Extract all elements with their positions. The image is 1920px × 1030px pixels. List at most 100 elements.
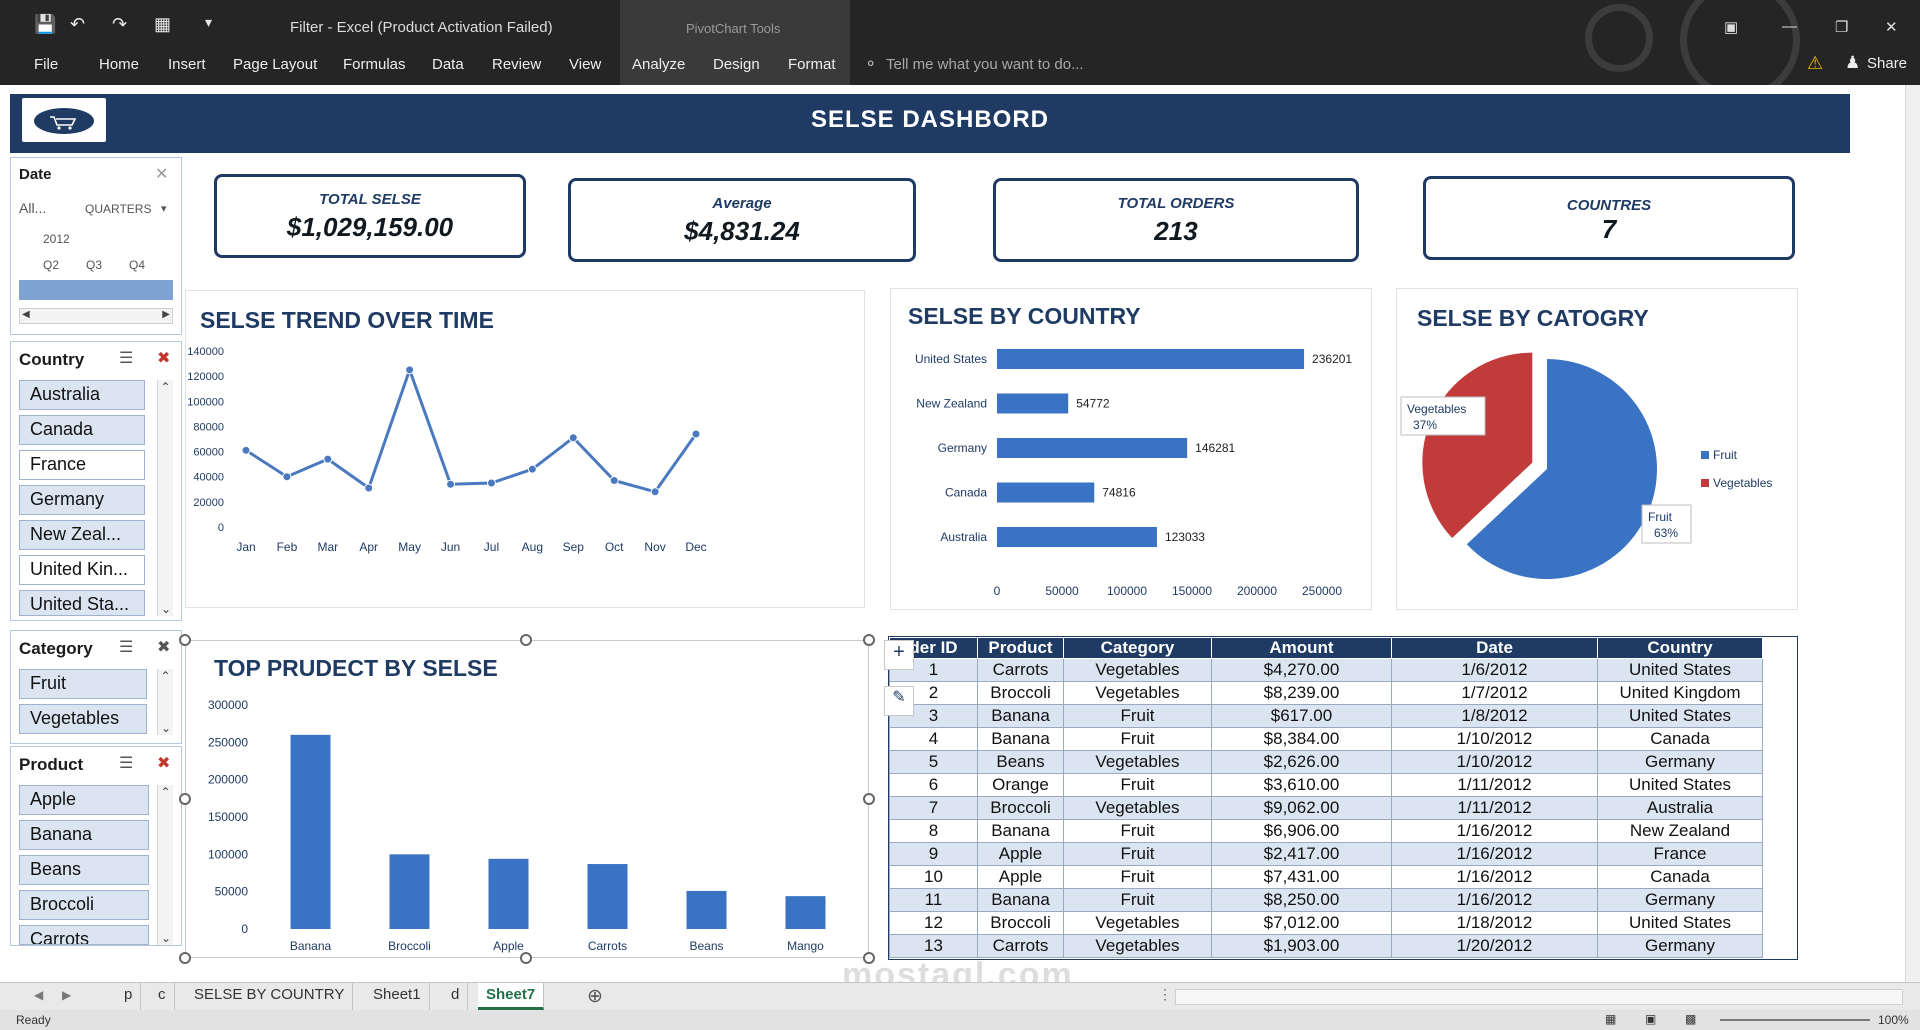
table-cell[interactable]: Vegetables: [1063, 911, 1212, 935]
resize-handle[interactable]: [520, 952, 532, 964]
table-row[interactable]: 4 Banana Fruit $8,384.00 1/10/2012 Canada: [889, 727, 1763, 751]
table-cell[interactable]: $7,012.00: [1211, 911, 1392, 935]
table-cell[interactable]: 1/16/2012: [1391, 842, 1598, 866]
table-row[interactable]: 1 Carrots Vegetables $4,270.00 1/6/2012 Unite…: [889, 658, 1763, 682]
table-cell[interactable]: $3,610.00: [1211, 773, 1392, 797]
zoom-level[interactable]: 100%: [1878, 1013, 1909, 1027]
sheet-tab-selse-by-country[interactable]: SELSE BY COUNTRY: [186, 983, 354, 1010]
sheet-tab-p[interactable]: p: [116, 983, 142, 1010]
menu-data[interactable]: Data: [432, 56, 464, 73]
slicer-item-vegetables[interactable]: Vegetables: [19, 704, 147, 734]
table-cell[interactable]: 8: [889, 819, 978, 843]
slicer-scrollbar[interactable]: ⌃ ⌄: [157, 380, 173, 616]
slicer-item-beans[interactable]: Beans: [19, 855, 149, 885]
clear-filter-icon[interactable]: ✕: [155, 166, 169, 183]
table-cell[interactable]: 10: [889, 865, 978, 889]
table-row[interactable]: 11 Banana Fruit $8,250.00 1/16/2012 Germany: [889, 888, 1763, 912]
table-cell[interactable]: 9: [889, 842, 978, 866]
table-cell[interactable]: France: [1597, 842, 1763, 866]
table-row[interactable]: 8 Banana Fruit $6,906.00 1/16/2012 New Zealan…: [889, 819, 1763, 843]
table-cell[interactable]: Fruit: [1063, 842, 1212, 866]
multi-select-icon[interactable]: ☰: [119, 639, 134, 656]
table-cell[interactable]: Germany: [1597, 888, 1763, 912]
table-cell[interactable]: Fruit: [1063, 727, 1212, 751]
column-header[interactable]: Country: [1597, 637, 1763, 659]
table-row[interactable]: 9 Apple Fruit $2,417.00 1/16/2012 France: [889, 842, 1763, 866]
table-cell[interactable]: Apple: [977, 842, 1064, 866]
table-cell[interactable]: $8,239.00: [1211, 681, 1392, 705]
column-header[interactable]: Amount: [1211, 637, 1392, 659]
table-cell[interactable]: 1/16/2012: [1391, 865, 1598, 889]
table-cell[interactable]: 1/7/2012: [1391, 681, 1598, 705]
table-cell[interactable]: 7: [889, 796, 978, 820]
table-cell[interactable]: $6,906.00: [1211, 819, 1392, 843]
table-row[interactable]: 10 Apple Fruit $7,431.00 1/16/2012 Canada: [889, 865, 1763, 889]
chevron-down-icon[interactable]: ⌄: [161, 931, 172, 945]
table-cell[interactable]: Banana: [977, 819, 1064, 843]
share-button[interactable]: Share: [1867, 55, 1908, 72]
table-cell[interactable]: Fruit: [1063, 704, 1212, 728]
table-cell[interactable]: Fruit: [1063, 819, 1212, 843]
close-icon[interactable]: ✕: [1885, 19, 1898, 36]
menu-file[interactable]: File: [34, 56, 59, 73]
table-cell[interactable]: Vegetables: [1063, 796, 1212, 820]
warning-icon[interactable]: ⚠: [1807, 53, 1824, 73]
table-cell[interactable]: Broccoli: [977, 796, 1064, 820]
resize-handle[interactable]: [863, 952, 875, 964]
menu-review[interactable]: Review: [492, 56, 542, 73]
slicer-item-united-states[interactable]: United Sta...: [19, 590, 145, 616]
table-cell[interactable]: $8,384.00: [1211, 727, 1392, 751]
table-cell[interactable]: Broccoli: [977, 911, 1064, 935]
horizontal-scrollbar[interactable]: [1175, 989, 1903, 1005]
table-cell[interactable]: $7,431.00: [1211, 865, 1392, 889]
table-cell[interactable]: 5: [889, 750, 978, 774]
table-cell[interactable]: Apple: [977, 865, 1064, 889]
page-layout-view-icon[interactable]: ▣: [1645, 1012, 1657, 1026]
table-cell[interactable]: 1/6/2012: [1391, 658, 1598, 682]
table-cell[interactable]: $9,062.00: [1211, 796, 1392, 820]
multi-select-icon[interactable]: ☰: [119, 350, 134, 367]
table-cell[interactable]: Canada: [1597, 727, 1763, 751]
sheet-tab-sheet7[interactable]: Sheet7: [478, 983, 545, 1010]
tell-me-search[interactable]: Tell me what you want to do...: [886, 56, 1084, 73]
slicer-scrollbar[interactable]: ⌃ ⌄: [157, 669, 173, 735]
table-row[interactable]: 5 Beans Vegetables $2,626.00 1/10/2012 German…: [889, 750, 1763, 774]
table-cell[interactable]: United States: [1597, 658, 1763, 682]
tab-scroll-right-icon[interactable]: ▶: [62, 988, 72, 1002]
minimize-icon[interactable]: —: [1782, 18, 1797, 35]
table-row[interactable]: 6 Orange Fruit $3,610.00 1/11/2012 United Sta…: [889, 773, 1763, 797]
timeline-level-dropdown[interactable]: QUARTERS: [85, 202, 152, 216]
menu-insert[interactable]: Insert: [168, 56, 206, 73]
timeline-scrollbar[interactable]: ◀ ▶: [19, 308, 173, 324]
table-cell[interactable]: Orange: [977, 773, 1064, 797]
sheet-tab-sheet1[interactable]: Sheet1: [365, 983, 430, 1010]
sheet-tab-c[interactable]: c: [150, 983, 175, 1010]
table-cell[interactable]: $4,270.00: [1211, 658, 1392, 682]
table-cell[interactable]: 1/10/2012: [1391, 727, 1598, 751]
table-cell[interactable]: Vegetables: [1063, 750, 1212, 774]
table-cell[interactable]: United States: [1597, 704, 1763, 728]
chevron-up-icon[interactable]: ⌃: [160, 785, 171, 799]
menu-page-layout[interactable]: Page Layout: [233, 56, 318, 73]
table-cell[interactable]: Vegetables: [1063, 934, 1212, 958]
table-cell[interactable]: United Kingdom: [1597, 681, 1763, 705]
table-cell[interactable]: $8,250.00: [1211, 888, 1392, 912]
slicer-item-australia[interactable]: Australia: [19, 380, 145, 410]
slicer-item-carrots[interactable]: Carrots: [19, 925, 149, 945]
table-cell[interactable]: 4: [889, 727, 978, 751]
resize-handle[interactable]: [179, 634, 191, 646]
table-row[interactable]: 7 Broccoli Vegetables $9,062.00 1/11/2012 Aus…: [889, 796, 1763, 820]
normal-view-icon[interactable]: ▦: [1605, 1012, 1617, 1026]
slicer-item-broccoli[interactable]: Broccoli: [19, 890, 149, 920]
date-timeline-slicer[interactable]: Date ✕ All... QUARTERS ▾ 2012 Q2 Q3 Q4 ◀…: [10, 157, 182, 335]
chart-elements-plus-icon[interactable]: +: [884, 640, 914, 670]
clear-filter-icon[interactable]: ✖: [157, 639, 171, 656]
restore-icon[interactable]: ❐: [1835, 19, 1849, 36]
table-row[interactable]: 2 Broccoli Vegetables $8,239.00 1/7/2012 Unit…: [889, 681, 1763, 705]
table-cell[interactable]: Broccoli: [977, 681, 1064, 705]
table-row[interactable]: 12 Broccoli Vegetables $7,012.00 1/18/2012 Un…: [889, 911, 1763, 935]
chevron-down-icon[interactable]: ⌄: [161, 602, 172, 616]
table-cell[interactable]: 12: [889, 911, 978, 935]
menu-design[interactable]: Design: [713, 56, 760, 73]
table-cell[interactable]: 1/16/2012: [1391, 819, 1598, 843]
